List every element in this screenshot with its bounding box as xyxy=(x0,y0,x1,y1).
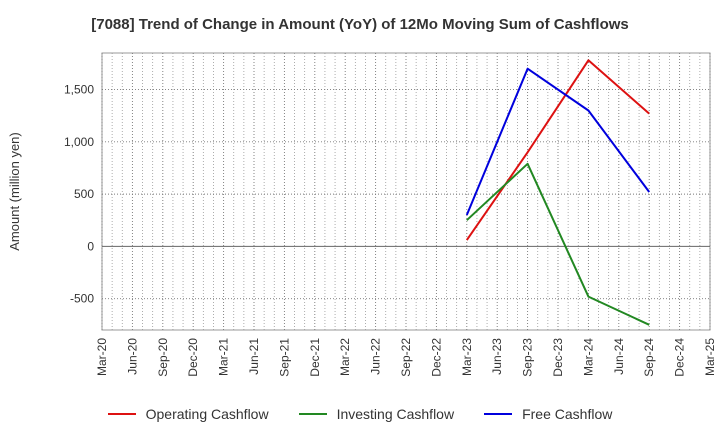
x-tick-label: Sep-24 xyxy=(642,338,656,377)
y-tick-label: 1,500 xyxy=(64,83,94,97)
free-cashflow-line xyxy=(465,67,651,216)
x-tick-label: Sep-22 xyxy=(399,338,413,377)
series-lines xyxy=(465,59,651,326)
legend-swatch-operating xyxy=(107,413,136,415)
x-tick-label: Dec-21 xyxy=(308,338,322,377)
x-tick-label: Mar-22 xyxy=(338,338,352,376)
legend-swatch-investing xyxy=(298,413,327,415)
legend-item-free: Free Cashflow xyxy=(484,406,612,422)
x-tick-label: Mar-23 xyxy=(460,338,474,376)
legend-label-free: Free Cashflow xyxy=(522,406,613,422)
y-tick-label: 500 xyxy=(74,187,94,201)
y-tick-label: 0 xyxy=(87,239,94,253)
x-tick-label: Dec-23 xyxy=(551,338,565,377)
investing-cashflow-line xyxy=(466,162,650,326)
x-tick-label: Mar-21 xyxy=(217,338,231,376)
y-axis-label: Amount (million yen) xyxy=(7,132,22,251)
chart-title: [7088] Trend of Change in Amount (YoY) o… xyxy=(91,16,629,33)
legend-label-investing: Investing Cashflow xyxy=(336,406,455,422)
x-tick-label: Jun-24 xyxy=(612,338,626,375)
x-tick-label: Mar-24 xyxy=(581,338,595,376)
x-tick-label: Sep-20 xyxy=(156,338,170,377)
x-tick-label: Jun-20 xyxy=(125,338,139,375)
x-tick-label: Dec-24 xyxy=(673,338,687,377)
legend-label-operating: Operating Cashflow xyxy=(145,406,269,422)
x-tick-label: Jun-23 xyxy=(490,338,504,375)
y-tick-label: -500 xyxy=(70,292,94,306)
legend-swatch-free xyxy=(484,413,513,415)
legend: Operating Cashflow Investing Cashflow Fr… xyxy=(0,406,720,422)
x-tick-label: Sep-21 xyxy=(277,338,291,377)
x-tick-label: Jun-22 xyxy=(369,338,383,375)
legend-item-investing: Investing Cashflow xyxy=(298,406,455,422)
x-tick-label: Mar-20 xyxy=(95,338,109,376)
grid xyxy=(101,52,711,331)
y-tick-label: 1,000 xyxy=(64,135,94,149)
x-tick-label: Dec-20 xyxy=(186,338,200,377)
x-tick-label: Mar-25 xyxy=(703,338,717,376)
legend-item-operating: Operating Cashflow xyxy=(107,406,269,422)
operating-cashflow-line xyxy=(465,59,650,241)
x-tick-label: Jun-21 xyxy=(247,338,261,375)
x-axis: Mar-20 Jun-20 Sep-20 Dec-20 Mar-21 Jun-21 Sep-… xyxy=(95,338,717,377)
x-tick-label: Sep-23 xyxy=(521,338,535,377)
x-tick-label: Dec-22 xyxy=(429,338,443,377)
y-axis: -500 0 500 1,000 1,500 xyxy=(64,83,94,306)
